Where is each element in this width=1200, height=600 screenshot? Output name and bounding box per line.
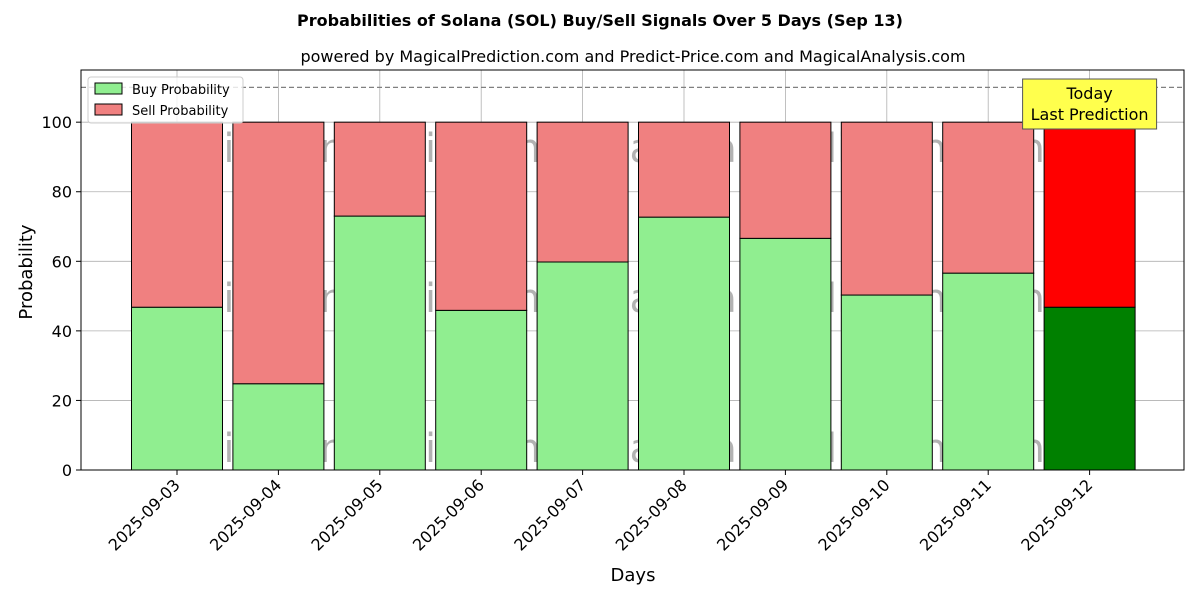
bar-sell-2025-09-09 [739,121,832,239]
legend-label: Buy Probability [132,83,230,98]
x-tick-label: 2025-09-07 [510,475,589,554]
bar-sell-2025-09-07 [536,121,629,263]
bar-sell-2025-09-05 [333,121,426,217]
annotation-line: Today [1065,84,1112,103]
bar-buy-2025-09-09 [739,237,832,471]
plot-area: MagicalAnalysis.comMagicalPrediction.com… [41,69,1185,555]
bar-buy-2025-09-05 [333,215,426,471]
legend-label: Sell Probability [132,104,229,119]
bar-buy-2025-09-03 [131,306,223,471]
chart-title: Probabilities of Solana (SOL) Buy/Sell S… [297,11,903,30]
legend-box [87,76,244,124]
bar-sell-2025-09-11 [942,121,1035,274]
bar-sell-2025-09-10 [840,121,933,296]
y-tick-label: 20 [52,391,72,410]
x-tick-label: 2025-09-11 [916,475,995,554]
x-tick-label: 2025-09-03 [105,475,184,554]
legend-swatch [94,103,123,116]
today-annotation: Today Last Prediction [1022,78,1158,130]
bar-buy-2025-09-10 [840,294,933,471]
x-tick-label: 2025-09-04 [206,475,285,554]
y-tick-label: 0 [62,461,72,480]
bar-buy-2025-09-06 [435,309,528,471]
bar-sell-2025-09-03 [131,121,223,308]
x-tick-label: 2025-09-08 [612,475,691,554]
bar-sell-2025-09-06 [435,121,528,311]
chart-subtitle: powered by MagicalPrediction.com and Pre… [300,47,965,66]
bar-buy-2025-09-12 [1043,306,1136,471]
x-tick-label: 2025-09-12 [1017,475,1096,554]
y-tick-label: 60 [52,252,72,271]
bar-sell-2025-09-12 [1043,121,1136,308]
x-axis-label: Days [611,565,656,586]
bar-sell-2025-09-08 [638,121,730,218]
bar-sell-2025-09-04 [232,121,325,385]
y-tick-label: 40 [52,322,72,341]
y-tick-label: 100 [41,113,72,132]
x-tick-label: 2025-09-05 [307,475,386,554]
bar-buy-2025-09-04 [232,383,325,471]
x-tick-label: 2025-09-10 [814,475,893,554]
legend: Buy Probability Sell Probability [87,76,244,124]
annotation-line: Last Prediction [1031,105,1149,124]
x-tick-label: 2025-09-09 [713,475,792,554]
x-tick-label: 2025-09-06 [409,475,488,554]
plot-frame [80,69,1185,471]
y-tick-label: 80 [52,183,72,202]
legend-swatch [94,82,123,95]
y-axis-label: Probability [16,224,37,319]
bar-buy-2025-09-08 [638,216,730,471]
bar-buy-2025-09-07 [536,261,629,471]
annotation-box [1022,78,1158,130]
bar-buy-2025-09-11 [942,272,1035,471]
